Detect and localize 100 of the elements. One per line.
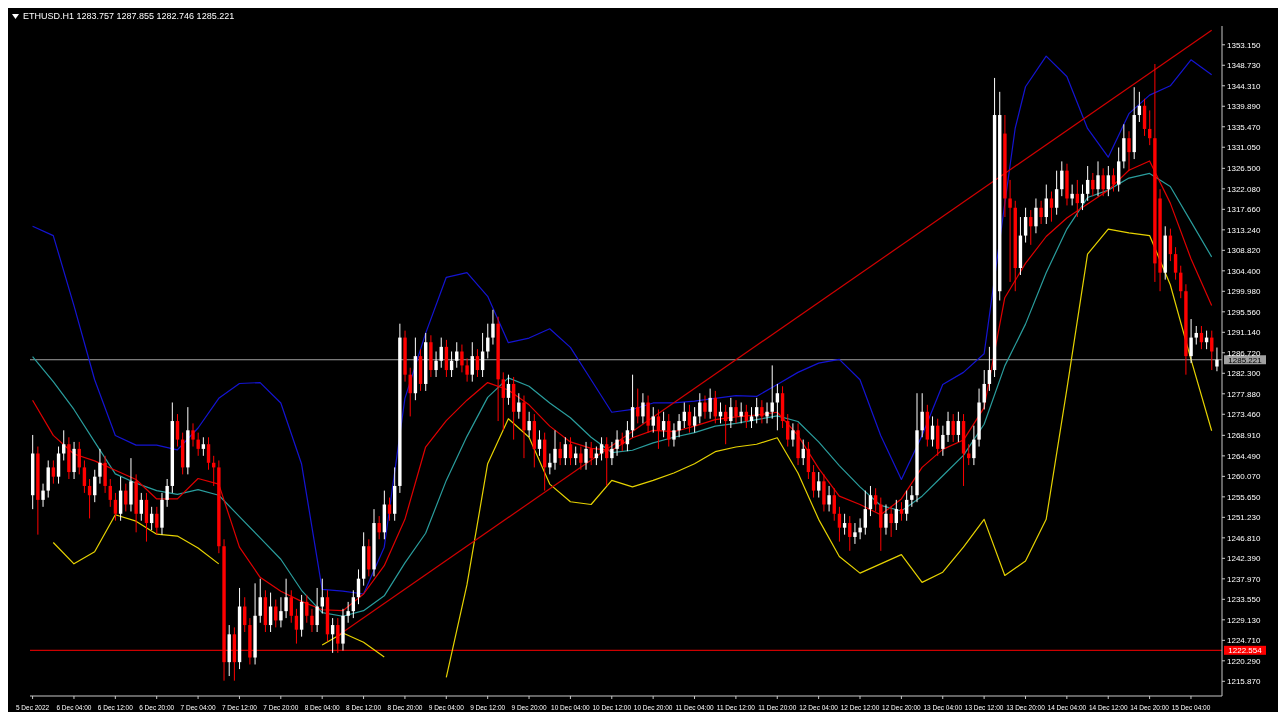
candlestick: [1122, 123, 1126, 169]
y-tick-label: 1286.720: [1227, 348, 1261, 358]
candlestick: [584, 441, 588, 471]
candlestick: [1194, 325, 1198, 346]
candlestick: [191, 422, 195, 448]
candlestick: [692, 406, 697, 434]
candlestick: [1060, 160, 1064, 197]
candlestick: [1023, 207, 1028, 244]
candlestick: [1070, 184, 1074, 206]
candlestick: [465, 357, 469, 383]
y-tick-label: 1339.890: [1227, 102, 1261, 112]
candlestick: [517, 392, 521, 420]
y-tick-label: 1233.550: [1227, 595, 1261, 605]
candlestick: [610, 441, 614, 466]
candlestick: [82, 459, 87, 494]
candlestick: [749, 406, 754, 429]
y-tick-label: 1322.080: [1227, 184, 1261, 194]
y-tick-label: 1282.300: [1227, 369, 1261, 379]
candlestick: [165, 478, 169, 508]
candlestick: [765, 402, 769, 424]
candlestick: [558, 441, 562, 466]
candlestick: [279, 596, 283, 628]
candlestick: [258, 578, 262, 624]
y-tick-label: 1291.140: [1227, 328, 1261, 338]
candlestick: [827, 485, 831, 512]
candlestick: [320, 578, 324, 614]
candlestick: [858, 517, 862, 540]
candlestick: [201, 436, 206, 457]
candlestick: [548, 453, 552, 475]
candlestick: [491, 309, 495, 346]
candlestick: [641, 392, 645, 424]
candlestick: [910, 485, 914, 508]
candlestick: [615, 429, 619, 457]
candlestick: [1127, 130, 1131, 172]
candlestick: [832, 487, 836, 522]
candlestick: [1008, 179, 1012, 283]
candlestick: [501, 371, 505, 431]
candlestick: [98, 448, 102, 485]
candlestick: [1096, 160, 1100, 197]
y-tick-label: 1308.820: [1227, 246, 1261, 256]
candlestick: [480, 332, 485, 378]
y-tick-label: 1348.730: [1227, 61, 1261, 71]
candlestick: [667, 413, 671, 448]
candlestick: [786, 413, 790, 448]
candlestick: [941, 425, 945, 457]
candlestick: [853, 522, 857, 545]
y-tick-label: 1313.240: [1227, 225, 1261, 235]
y-tick-label: 1331.050: [1227, 143, 1261, 153]
candlestick: [346, 601, 350, 624]
y-tick-label: 1251.230: [1227, 513, 1261, 523]
candlestick: [889, 506, 893, 538]
candlestick: [377, 515, 381, 540]
y-tick-label: 1215.870: [1227, 677, 1261, 687]
candlestick: [72, 441, 76, 480]
candlestick: [899, 501, 904, 522]
candlestick: [817, 471, 821, 499]
y-tick-label: 1255.650: [1227, 492, 1261, 502]
candlestick: [734, 399, 738, 424]
y-tick-label: 1268.910: [1227, 431, 1261, 441]
candlestick: [791, 422, 795, 448]
candlestick: [1189, 318, 1193, 364]
candlestick: [1034, 197, 1038, 234]
candlestick: [698, 392, 702, 424]
candlestick: [527, 411, 531, 438]
candlestick: [599, 436, 604, 461]
candlestick: [760, 399, 764, 424]
y-tick-label: 1335.470: [1227, 122, 1261, 132]
y-tick-label: 1220.290: [1227, 656, 1261, 666]
candlestick: [367, 538, 371, 577]
candlestick: [1044, 184, 1048, 225]
y-tick-label: 1277.880: [1227, 389, 1261, 399]
line-series: [31, 55, 1213, 595]
candlestick: [739, 402, 743, 424]
y-tick-label: 1264.490: [1227, 451, 1261, 461]
candlestick: [1215, 347, 1219, 372]
candlestick: [729, 397, 733, 429]
candlestick: [703, 395, 707, 420]
y-tick-label: 1344.310: [1227, 81, 1261, 91]
y-tick-label: 1299.980: [1227, 287, 1261, 297]
candlestick: [920, 392, 924, 438]
candlestick: [1091, 172, 1095, 197]
candlestick: [1049, 191, 1054, 223]
candlestick: [434, 350, 438, 378]
candlestick: [1101, 167, 1105, 197]
candlestick: [196, 432, 200, 457]
candlestick: [708, 388, 712, 420]
candlestick: [175, 413, 180, 448]
y-tick-label: 1229.130: [1227, 615, 1261, 625]
candlestick: [1054, 170, 1059, 216]
candlestick: [873, 487, 878, 512]
candlestick: [1173, 246, 1178, 281]
candlestick: [46, 459, 50, 499]
candlestick: [651, 406, 655, 434]
candlestick: [310, 608, 314, 633]
candlestick: [677, 413, 681, 438]
y-tick-label: 1273.460: [1227, 410, 1261, 420]
candlestick: [579, 446, 583, 471]
y-tick-label: 1224.710: [1227, 636, 1261, 646]
candlestick: [863, 490, 867, 536]
y-tick-label: 1242.390: [1227, 554, 1261, 564]
